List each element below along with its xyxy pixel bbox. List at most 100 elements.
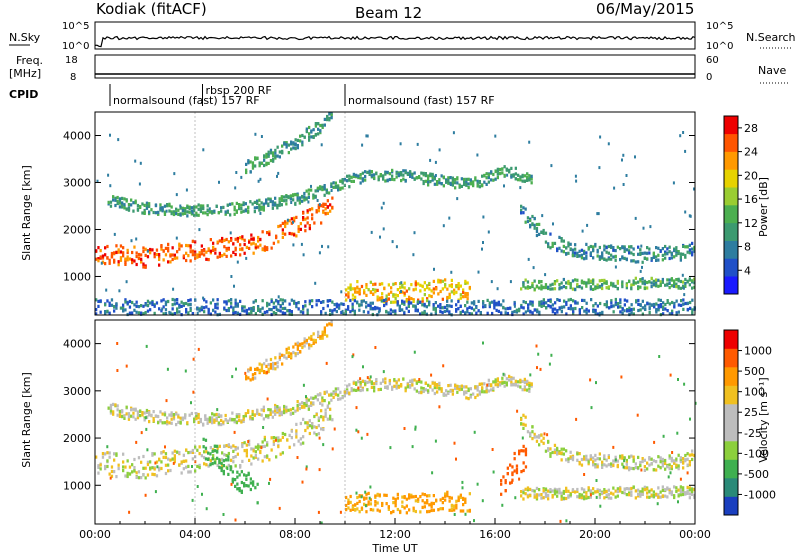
data-cell xyxy=(661,488,664,492)
data-cell xyxy=(285,143,288,147)
data-cell xyxy=(382,174,385,178)
data-cell xyxy=(297,301,300,305)
data-cell xyxy=(167,242,170,246)
data-cell xyxy=(384,377,387,381)
data-cell xyxy=(601,255,604,259)
data-cell xyxy=(630,490,633,494)
data-cell xyxy=(526,388,529,392)
data-cell xyxy=(686,491,689,495)
data-cell xyxy=(112,195,115,199)
data-cell xyxy=(225,453,228,458)
data-cell xyxy=(442,393,445,397)
data-cell xyxy=(244,209,247,213)
data-cell xyxy=(581,306,584,310)
data-cell xyxy=(320,310,323,314)
data-cell xyxy=(458,386,461,390)
data-cell xyxy=(134,417,137,421)
data-cell xyxy=(305,197,308,201)
data-cell xyxy=(605,300,608,304)
data-cell xyxy=(304,217,307,221)
colorbar-swatch xyxy=(724,187,738,206)
data-cell xyxy=(236,236,239,241)
data-cell xyxy=(290,436,293,440)
data-cell xyxy=(283,406,286,410)
data-cell xyxy=(679,134,682,138)
data-cell xyxy=(311,213,314,217)
data-cell xyxy=(223,300,226,304)
data-cell xyxy=(393,384,396,388)
data-cell xyxy=(197,416,200,420)
data-cell xyxy=(437,292,440,296)
data-cell xyxy=(135,471,138,475)
data-cell xyxy=(673,461,676,465)
data-cell xyxy=(641,251,644,255)
data-cell xyxy=(554,311,557,315)
data-cell xyxy=(405,299,408,303)
data-cell xyxy=(239,312,242,316)
data-cell xyxy=(553,280,557,284)
data-cell xyxy=(508,170,511,174)
data-cell xyxy=(245,170,248,175)
data-cell xyxy=(290,217,293,221)
data-cell xyxy=(662,312,665,316)
data-cell xyxy=(374,494,377,498)
data-cell xyxy=(256,156,259,160)
data-cell xyxy=(276,203,279,207)
data-cell xyxy=(520,490,523,494)
data-cell xyxy=(288,433,291,437)
data-cell xyxy=(454,386,457,391)
data-cell xyxy=(346,390,349,394)
data-cell xyxy=(252,300,255,304)
data-cell xyxy=(205,250,208,254)
data-cell xyxy=(359,173,362,177)
data-cell xyxy=(333,308,336,312)
data-cell xyxy=(397,385,400,389)
data-cell xyxy=(686,463,689,467)
data-cell xyxy=(99,249,102,253)
data-cell xyxy=(136,416,140,420)
data-cell xyxy=(567,279,570,284)
scatter-band-3 xyxy=(520,276,696,292)
data-cell xyxy=(423,302,426,306)
data-cell xyxy=(188,205,191,209)
data-cell xyxy=(113,305,116,309)
data-cell xyxy=(574,287,577,291)
data-cell xyxy=(293,216,296,220)
data-cell xyxy=(466,509,469,513)
data-cell xyxy=(646,302,649,306)
data-cell xyxy=(343,178,346,182)
data-cell xyxy=(463,390,466,394)
data-cell xyxy=(433,175,436,179)
data-cell xyxy=(202,445,205,449)
data-cell xyxy=(96,179,99,183)
data-cell xyxy=(526,216,530,220)
data-cell xyxy=(585,284,588,288)
data-cell xyxy=(503,184,505,188)
data-cell xyxy=(175,207,178,211)
data-cell xyxy=(392,509,395,514)
data-cell xyxy=(460,384,463,388)
data-cell xyxy=(104,467,107,471)
data-cell xyxy=(330,116,333,120)
data-cell xyxy=(329,312,332,316)
data-cell xyxy=(308,346,311,350)
data-cell xyxy=(292,243,295,247)
data-cell xyxy=(334,181,337,185)
data-cell xyxy=(523,381,526,385)
data-cell xyxy=(280,198,283,202)
data-cell xyxy=(245,245,248,249)
data-cell xyxy=(278,357,281,361)
data-cell xyxy=(666,252,669,256)
data-cell xyxy=(549,452,552,456)
data-cell xyxy=(538,303,541,307)
data-cell xyxy=(322,443,325,447)
data-cell xyxy=(274,201,277,205)
data-cell xyxy=(493,299,496,303)
data-cell xyxy=(641,260,644,264)
data-cell xyxy=(576,452,579,456)
data-cell xyxy=(454,186,457,190)
data-cell xyxy=(185,448,188,452)
data-cell xyxy=(526,285,530,289)
data-cell xyxy=(556,309,559,313)
data-cell xyxy=(648,302,651,306)
